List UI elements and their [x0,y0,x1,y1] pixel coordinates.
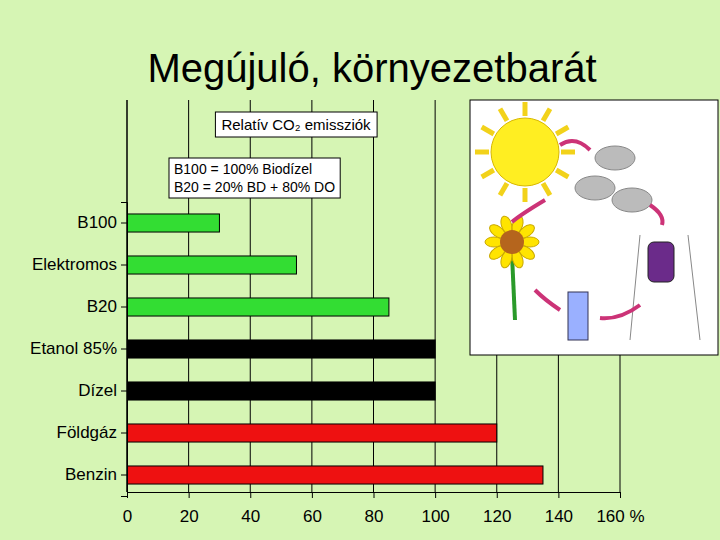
cloud [595,146,635,170]
y-tick: B20 [87,297,127,316]
y-tick: B100 [77,213,127,232]
x-tick: 140 [545,492,573,526]
bar [127,340,435,358]
y-axis: B100 Elektromos B20 Etanol 85% Dízel Földgáz B… [30,203,127,497]
sun-ray [543,183,550,195]
x-tick-mark [374,492,375,498]
annotation-box: B100 = 100% Biodízel B20 = 20% BD + 80% D… [169,158,340,198]
y-tick-label: B20 [87,297,117,316]
x-tick-mark [312,492,313,498]
bars [127,214,543,484]
x-tick-mark [250,492,251,498]
sun-ray [561,150,575,155]
y-tick: Elektromos [32,255,127,274]
bar [127,256,296,274]
sun-ray [523,102,528,116]
sun-ray [523,188,528,202]
sun [491,118,559,186]
y-tick-mark [121,265,127,266]
sun-ray [500,183,507,195]
x-tick-mark [620,492,621,498]
sun-ray [475,150,489,155]
x-tick-label: 60 [303,507,322,526]
x-tick-label: 100 [421,507,449,526]
x-tick-label: 160 % [596,507,644,526]
illustration-frame [470,100,718,355]
fuel-pump [568,292,588,340]
x-axis: 0 20 40 60 80 100 120 140 160 % [123,492,645,526]
x-tick: 80 [365,492,384,526]
cycle-arrow [560,141,590,150]
y-tick-label: Etanol 85% [30,339,117,358]
x-tick: 160 % [596,492,644,526]
sun-ray [543,109,550,121]
cloud [575,176,615,200]
x-tick-mark [558,492,559,498]
y-tick-label: B100 [77,213,117,232]
x-tick-mark [497,492,498,498]
y-tick-label: Benzin [65,465,117,484]
x-tick-mark [435,492,436,498]
annotation-frame [169,158,340,198]
x-tick-label: 120 [483,507,511,526]
sun-ray [556,170,568,177]
x-tick: 40 [241,492,260,526]
x-tick: 60 [303,492,322,526]
y-tick-mark [121,391,127,392]
bar [127,382,435,400]
flower-center [500,230,524,254]
y-tick-mark [121,475,127,476]
x-tick-mark [189,492,190,498]
annotation: B100 = 100% Biodízel [174,161,312,177]
x-tick: 0 [123,492,132,526]
x-axis-line [128,493,621,499]
y-tick: Benzin [65,465,127,484]
bar [127,214,219,232]
x-tick-label: 0 [123,507,132,526]
cycle-arrow [650,205,663,225]
y-tick-label: Dízel [78,381,117,400]
subtitle-frame [215,112,377,137]
bar [127,424,497,442]
x-tick-label: 80 [365,507,384,526]
illustration [470,100,718,355]
bar [127,466,543,484]
cycle-arrow [600,305,640,318]
y-tick-mark [121,223,127,224]
x-tick: 100 [421,492,449,526]
y-tick-mark [121,349,127,350]
y-tick-label: Elektromos [32,255,117,274]
title: Megújuló, környezetbarát [147,46,596,90]
cloud [612,188,652,212]
subtitle: Relatív CO₂ emissziók [221,116,371,133]
sun-ray [556,127,568,134]
y-tick: Földgáz [57,423,127,442]
sun-ray [482,127,494,134]
car [648,242,674,282]
y-tick-label: Földgáz [57,423,117,442]
sun-ray [482,170,494,177]
road [630,235,700,340]
y-axis-line [121,203,128,497]
chart: Megújuló, környezetbarát B100 Elektromos B2… [0,0,720,540]
sun-ray [500,109,507,121]
x-tick-label: 140 [545,507,573,526]
cycle-arrow [512,200,545,222]
x-tick: 20 [180,492,199,526]
x-tick-mark [127,492,128,498]
y-tick: Etanol 85% [30,339,127,358]
cycle-arrow [535,290,560,310]
x-tick-label: 40 [241,507,260,526]
x-tick-label: 20 [180,507,199,526]
y-tick: Dízel [78,381,127,400]
subtitle-box: Relatív CO₂ emissziók [215,112,377,137]
annotation: B20 = 20% BD + 80% DO [174,179,335,195]
background [0,0,720,540]
bar [127,298,389,316]
y-tick-mark [121,307,127,308]
y-tick-mark [121,433,127,434]
x-tick: 120 [483,492,511,526]
